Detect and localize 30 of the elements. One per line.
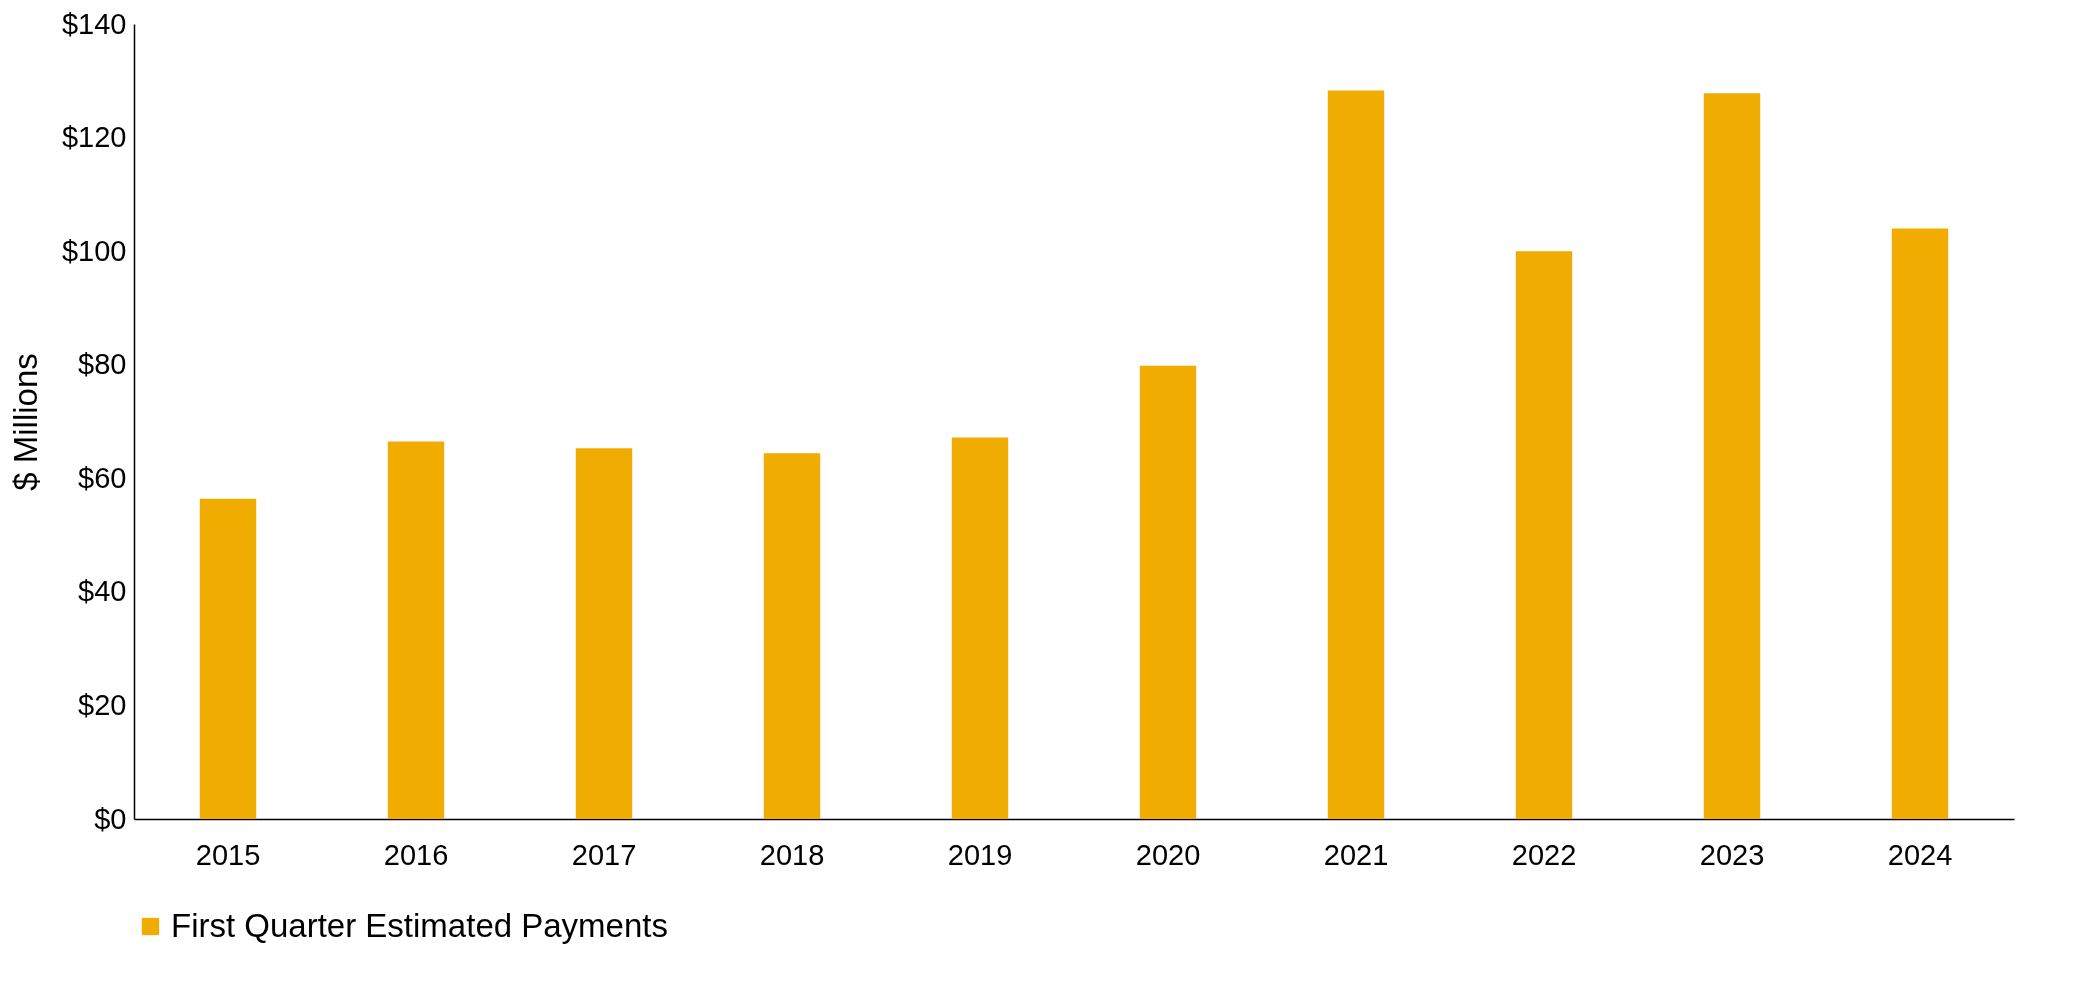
bar	[1891, 228, 1949, 819]
x-tick-label: 2020	[1135, 838, 1201, 871]
x-tick-label: 2024	[1887, 838, 1953, 871]
bar	[1327, 90, 1385, 819]
y-tick-label: $0	[94, 802, 127, 835]
bar	[1703, 93, 1761, 819]
bar	[387, 441, 445, 819]
y-axis-title: $ Millions	[6, 353, 44, 491]
x-tick-label: 2017	[571, 838, 637, 871]
y-tick-label: $60	[78, 461, 127, 494]
y-tick-label: $140	[61, 7, 127, 40]
x-tick-label: 2016	[383, 838, 449, 871]
bar	[1139, 365, 1197, 819]
y-tick-label: $40	[78, 575, 127, 608]
y-tick-label: $80	[78, 348, 127, 381]
bar	[199, 498, 257, 819]
bar	[575, 448, 633, 819]
x-tick-label: 2015	[195, 838, 261, 871]
bar	[1515, 251, 1573, 819]
y-tick-label: $100	[61, 234, 127, 267]
legend-label: First Quarter Estimated Payments	[171, 906, 668, 944]
x-tick-label: 2019	[947, 838, 1013, 871]
x-tick-label: 2021	[1323, 838, 1389, 871]
y-tick-label: $20	[78, 688, 127, 721]
x-tick-label: 2018	[759, 838, 825, 871]
x-tick-label: 2022	[1511, 838, 1577, 871]
y-tick-label: $120	[61, 121, 127, 154]
bar	[951, 437, 1009, 819]
bar	[763, 453, 821, 819]
x-tick-label: 2023	[1699, 838, 1765, 871]
